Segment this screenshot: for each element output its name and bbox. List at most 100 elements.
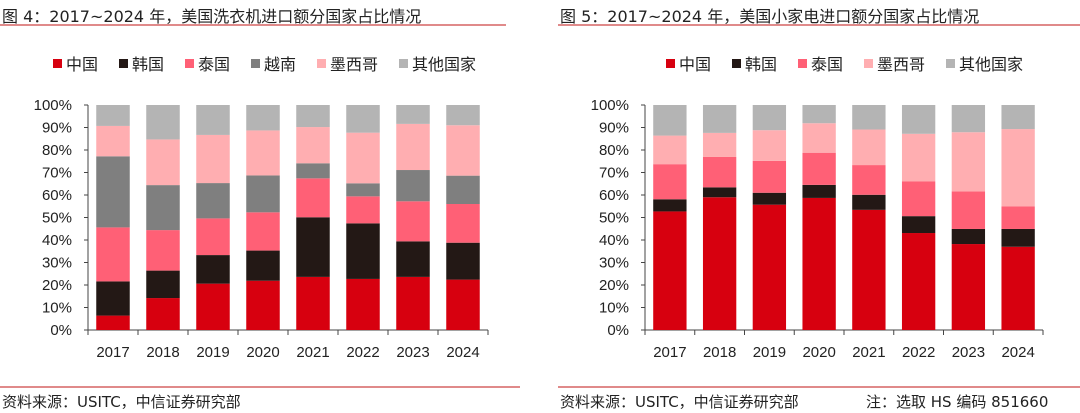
bar-segment-2024-其他国家 (1001, 105, 1035, 130)
x-tick-label: 2022 (902, 344, 935, 361)
bar-segment-2019-韩国 (752, 192, 787, 205)
bar-segment-2017-泰国 (653, 164, 687, 200)
bar-segment-2017-其他国家 (653, 105, 687, 136)
legend-label: 泰国 (198, 56, 230, 74)
bar-segment-2019-韩国 (196, 255, 230, 284)
x-tick-label: 2020 (802, 344, 835, 361)
y-tick-label: 50% (42, 210, 72, 227)
bar-segment-2023-韩国 (951, 228, 986, 245)
bar-segment-2020-韩国 (246, 250, 280, 281)
bar-segment-2022-韩国 (901, 216, 936, 234)
y-tick-label: 100% (591, 97, 629, 114)
bar-segment-2020-墨西哥 (802, 123, 836, 153)
y-tick-label: 40% (42, 232, 72, 249)
x-tick-label: 2023 (396, 344, 429, 361)
x-tick-label: 2017 (653, 344, 686, 361)
chart-title-left: 图 4：2017~2024 年，美国洗衣机进口额分国家占比情况 (2, 7, 422, 26)
bar-segment-2022-其他国家 (901, 105, 936, 134)
bar-segment-2024-墨西哥 (446, 125, 480, 176)
bar-segment-2019-越南 (196, 183, 230, 219)
bar-segment-2021-中国 (852, 209, 886, 330)
bar-segment-2021-中国 (296, 276, 330, 330)
legend-label: 中国 (679, 56, 711, 74)
x-tick-label: 2018 (146, 344, 179, 361)
y-tick-label: 80% (599, 142, 629, 159)
legend-label: 墨西哥 (877, 57, 925, 74)
bar-segment-2021-韩国 (852, 194, 886, 210)
bar-segment-2017-墨西哥 (653, 135, 687, 165)
y-tick-label: 100% (34, 97, 72, 114)
bar-segment-2018-中国 (146, 298, 180, 330)
bar-segment-2023-泰国 (396, 201, 430, 242)
legend-label: 韩国 (132, 56, 164, 74)
legend-swatch-墨西哥 (864, 59, 873, 68)
x-tick-label: 2019 (196, 344, 229, 361)
bar-segment-2019-泰国 (752, 160, 787, 193)
bar-segment-2024-泰国 (1001, 206, 1035, 229)
bar-segment-2018-韩国 (146, 270, 180, 299)
bar-segment-2017-中国 (96, 315, 130, 330)
bar-segment-2019-中国 (752, 204, 787, 330)
x-tick-label: 2017 (96, 344, 129, 361)
legend-label: 其他国家 (412, 56, 476, 74)
bar-segment-2018-韩国 (702, 187, 737, 198)
bar-segment-2021-其他国家 (296, 105, 330, 128)
y-tick-label: 70% (599, 165, 629, 182)
bar-segment-2022-泰国 (346, 196, 380, 224)
bar-segment-2022-韩国 (346, 223, 380, 279)
bar-segment-2020-韩国 (802, 184, 836, 198)
legend-swatch-其他国家 (399, 59, 408, 68)
legend-label: 韩国 (745, 56, 777, 74)
bar-segment-2020-墨西哥 (246, 130, 280, 176)
bar-segment-2019-中国 (196, 283, 230, 330)
bar-segment-2020-越南 (246, 175, 280, 213)
legend-swatch-越南 (251, 59, 260, 68)
bar-segment-2023-中国 (396, 276, 430, 330)
bar-segment-2024-中国 (1001, 246, 1035, 330)
bar-segment-2023-泰国 (951, 191, 986, 229)
y-tick-label: 20% (42, 277, 72, 294)
y-tick-label: 50% (599, 210, 629, 227)
bar-segment-2022-墨西哥 (346, 132, 380, 184)
title-divider (0, 24, 506, 26)
bar-segment-2017-韩国 (653, 199, 687, 212)
bar-segment-2023-越南 (396, 170, 430, 202)
bar-segment-2017-中国 (653, 211, 687, 330)
bar-segment-2020-中国 (802, 197, 836, 330)
source-left: 资料来源：USITC，中信证券研究部 (2, 393, 241, 411)
legend-label: 其他国家 (959, 56, 1023, 74)
legend-swatch-中国 (666, 59, 675, 68)
bar-segment-2024-越南 (446, 175, 480, 204)
bar-segment-2017-其他国家 (96, 105, 130, 126)
bar-segment-2024-韩国 (1001, 228, 1035, 247)
bar-segment-2018-其他国家 (146, 105, 180, 140)
bar-segment-2019-泰国 (196, 218, 230, 256)
bar-segment-2024-中国 (446, 279, 480, 330)
bar-segment-2017-越南 (96, 156, 130, 228)
y-tick-label: 60% (42, 187, 72, 204)
x-tick-label: 2021 (296, 344, 329, 361)
bar-segment-2020-泰国 (246, 212, 280, 251)
bar-segment-2018-墨西哥 (146, 139, 180, 186)
bar-segment-2018-中国 (702, 197, 737, 330)
x-tick-label: 2021 (852, 344, 885, 361)
bar-segment-2018-泰国 (702, 156, 737, 188)
bar-segment-2018-越南 (146, 185, 180, 231)
bar-segment-2023-中国 (951, 244, 986, 330)
title-divider (558, 24, 1080, 26)
y-tick-label: 60% (599, 187, 629, 204)
bar-segment-2021-越南 (296, 163, 330, 179)
bar-segment-2024-墨西哥 (1001, 129, 1035, 207)
bar-segment-2022-越南 (346, 183, 380, 197)
y-tick-label: 0% (50, 322, 72, 339)
y-tick-label: 10% (599, 300, 629, 317)
y-tick-label: 40% (599, 232, 629, 249)
legend-label: 中国 (66, 56, 98, 74)
bar-segment-2021-韩国 (296, 217, 330, 277)
legend-label: 越南 (264, 56, 296, 74)
legend-swatch-中国 (53, 59, 62, 68)
bar-segment-2022-其他国家 (346, 105, 380, 133)
legend-swatch-其他国家 (946, 59, 955, 68)
y-tick-label: 90% (599, 120, 629, 137)
bar-segment-2020-其他国家 (802, 105, 836, 124)
